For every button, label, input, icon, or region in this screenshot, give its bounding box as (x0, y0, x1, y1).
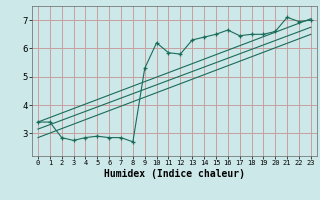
X-axis label: Humidex (Indice chaleur): Humidex (Indice chaleur) (104, 169, 245, 179)
